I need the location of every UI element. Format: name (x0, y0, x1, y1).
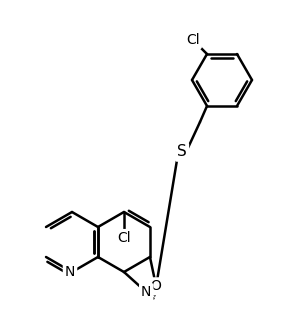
Text: O: O (151, 279, 162, 293)
Text: Cl: Cl (117, 231, 131, 245)
Text: Cl: Cl (186, 33, 200, 47)
Text: S: S (177, 145, 187, 159)
Text: N: N (141, 285, 151, 299)
Text: N: N (65, 265, 75, 279)
